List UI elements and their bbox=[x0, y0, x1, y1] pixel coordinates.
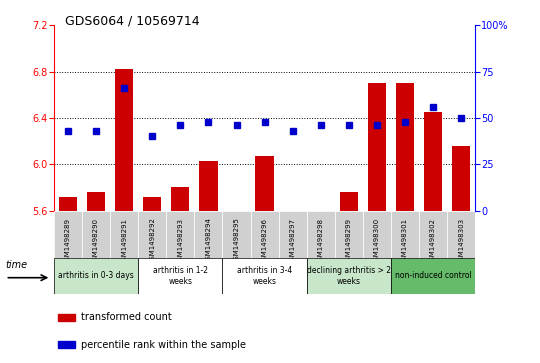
Text: GSM1498291: GSM1498291 bbox=[121, 217, 127, 265]
Bar bbox=[251, 211, 279, 258]
Bar bbox=[340, 192, 358, 211]
Bar bbox=[363, 211, 391, 258]
Bar bbox=[138, 211, 166, 258]
Bar bbox=[307, 211, 335, 258]
Bar bbox=[54, 211, 82, 258]
Bar bbox=[194, 211, 222, 258]
Text: GSM1498296: GSM1498296 bbox=[261, 217, 268, 265]
Bar bbox=[222, 258, 307, 294]
Bar bbox=[255, 156, 274, 211]
Bar bbox=[87, 192, 105, 211]
Bar bbox=[54, 258, 138, 294]
Text: declining arthritis > 2
weeks: declining arthritis > 2 weeks bbox=[307, 266, 391, 286]
Bar bbox=[58, 314, 75, 321]
Bar bbox=[391, 258, 475, 294]
Bar bbox=[58, 341, 75, 348]
Bar bbox=[171, 187, 190, 211]
Bar bbox=[82, 211, 110, 258]
Text: arthritis in 1-2
weeks: arthritis in 1-2 weeks bbox=[153, 266, 208, 286]
Bar bbox=[166, 211, 194, 258]
Bar bbox=[419, 211, 447, 258]
Bar bbox=[391, 211, 419, 258]
Bar bbox=[143, 197, 161, 211]
Text: percentile rank within the sample: percentile rank within the sample bbox=[82, 339, 246, 350]
Text: GDS6064 / 10569714: GDS6064 / 10569714 bbox=[65, 15, 199, 28]
Text: GSM1498295: GSM1498295 bbox=[233, 217, 240, 265]
Text: time: time bbox=[5, 260, 28, 270]
Text: GSM1498297: GSM1498297 bbox=[289, 217, 296, 265]
Text: GSM1498292: GSM1498292 bbox=[149, 217, 156, 265]
Text: GSM1498300: GSM1498300 bbox=[374, 217, 380, 265]
Bar bbox=[447, 211, 475, 258]
Bar bbox=[279, 211, 307, 258]
Text: GSM1498303: GSM1498303 bbox=[458, 217, 464, 265]
Text: non-induced control: non-induced control bbox=[395, 272, 471, 280]
Bar bbox=[307, 258, 391, 294]
Text: GSM1498301: GSM1498301 bbox=[402, 217, 408, 265]
Bar bbox=[110, 211, 138, 258]
Bar bbox=[335, 211, 363, 258]
Text: GSM1498293: GSM1498293 bbox=[177, 217, 184, 265]
Bar bbox=[222, 211, 251, 258]
Bar bbox=[424, 112, 442, 211]
Text: GSM1498299: GSM1498299 bbox=[346, 217, 352, 265]
Bar bbox=[227, 211, 246, 213]
Bar bbox=[115, 69, 133, 211]
Bar bbox=[59, 197, 77, 211]
Text: GSM1498294: GSM1498294 bbox=[205, 217, 212, 265]
Text: arthritis in 3-4
weeks: arthritis in 3-4 weeks bbox=[237, 266, 292, 286]
Text: arthritis in 0-3 days: arthritis in 0-3 days bbox=[58, 272, 134, 280]
Bar bbox=[368, 83, 386, 211]
Bar bbox=[396, 83, 414, 211]
Text: GSM1498289: GSM1498289 bbox=[65, 217, 71, 265]
Bar bbox=[312, 211, 330, 213]
Bar bbox=[199, 161, 218, 211]
Text: GSM1498290: GSM1498290 bbox=[93, 217, 99, 265]
Text: GSM1498298: GSM1498298 bbox=[318, 217, 324, 265]
Bar bbox=[452, 146, 470, 211]
Text: transformed count: transformed count bbox=[82, 313, 172, 322]
Bar bbox=[138, 258, 222, 294]
Text: GSM1498302: GSM1498302 bbox=[430, 217, 436, 265]
